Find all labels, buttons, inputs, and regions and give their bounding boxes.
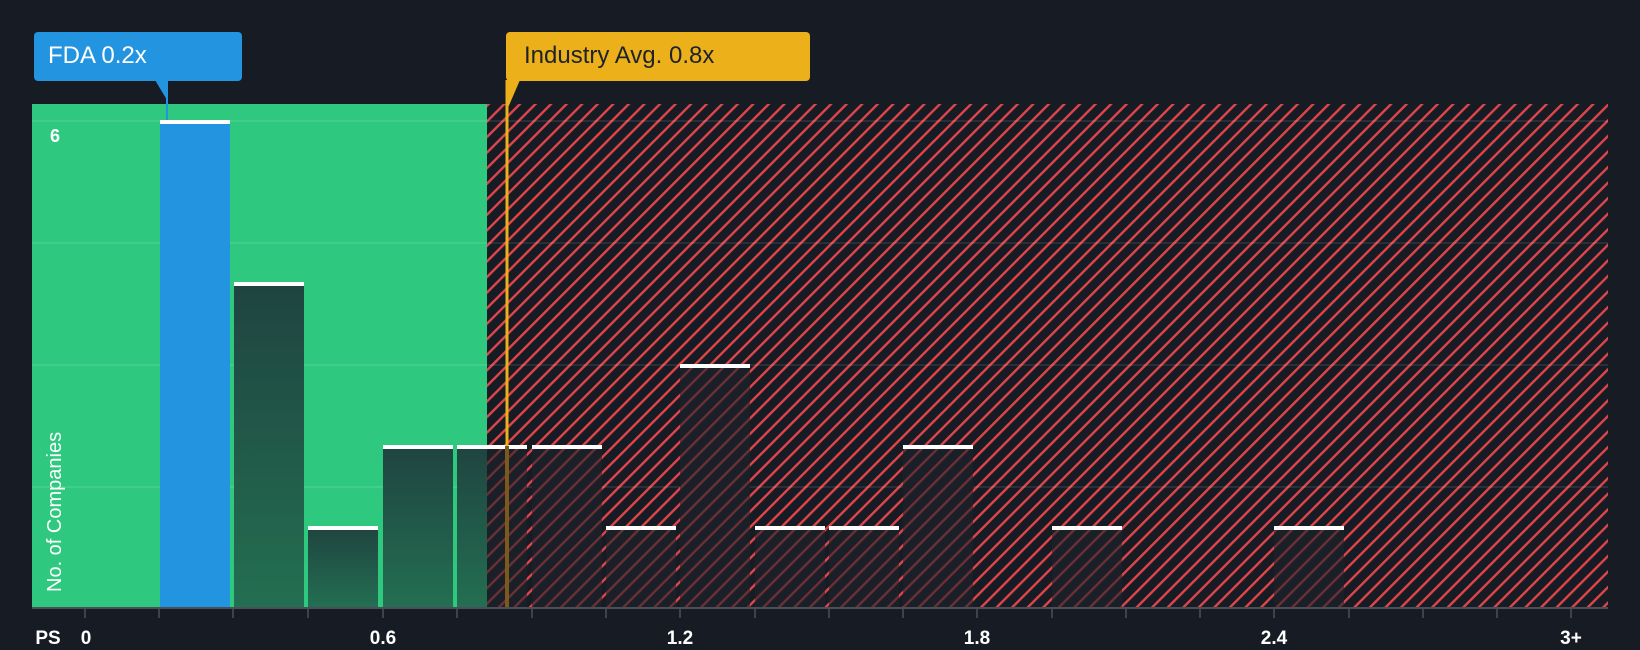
bar[interactable] [234, 284, 304, 608]
bar-fda[interactable] [160, 121, 230, 608]
bar[interactable] [903, 446, 973, 608]
bar[interactable] [1274, 527, 1344, 608]
bar[interactable] [680, 365, 750, 608]
y-tick-label: 6 [50, 126, 61, 146]
bar[interactable] [755, 527, 825, 608]
industry-callout-pointer [506, 80, 520, 110]
x-axis-ticks [84, 608, 1572, 618]
industry-avg-callout-label: Industry Avg. 0.8x [524, 42, 715, 69]
fda-callout: FDA 0.2x [34, 32, 242, 81]
bar[interactable] [383, 446, 453, 608]
bar[interactable] [829, 527, 899, 608]
x-tick-label: 1.8 [963, 628, 991, 649]
bar-caps [160, 120, 1344, 530]
x-tick-label: 1.2 [666, 628, 694, 649]
y-axis-label: No. of Companies [44, 431, 66, 592]
bar[interactable] [308, 527, 378, 608]
industry-avg-callout: Industry Avg. 0.8x [506, 32, 810, 81]
bar[interactable] [606, 527, 676, 608]
x-tick-label: 0 [80, 628, 92, 649]
fda-callout-label: FDA 0.2x [48, 42, 147, 69]
x-tick-label: 2.4 [1260, 628, 1288, 649]
x-axis-label: PS [35, 628, 61, 649]
fda-callout-pointer [155, 80, 168, 100]
bars [160, 121, 1344, 608]
bar[interactable] [532, 446, 602, 608]
x-tick-label: 3+ [1560, 628, 1582, 649]
overvalued-region [487, 104, 1608, 608]
bar[interactable] [457, 446, 487, 608]
bar[interactable] [1052, 527, 1122, 608]
industry-avg-line-overlap [505, 446, 509, 608]
x-tick-label: 0.6 [369, 628, 397, 649]
